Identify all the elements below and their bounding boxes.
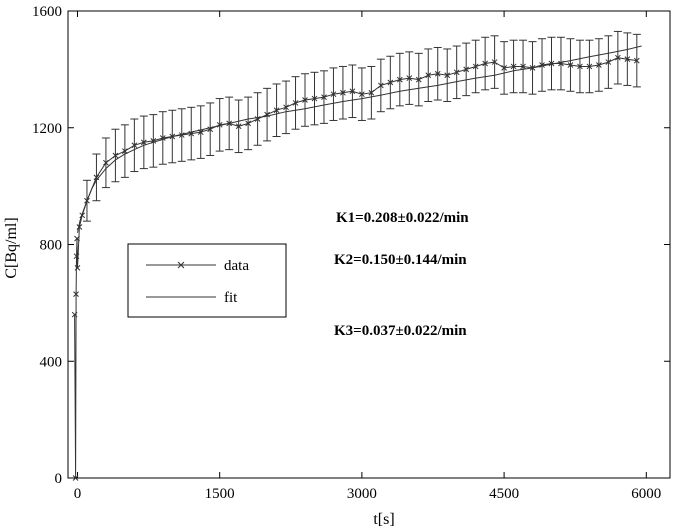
data-point [93, 174, 100, 181]
data-point [501, 65, 507, 71]
data-point [387, 79, 394, 86]
x-axis-title: t[s] [373, 511, 394, 528]
data-point [586, 63, 593, 70]
data-point [425, 72, 432, 79]
series-layer [71, 30, 642, 481]
data-point [406, 75, 413, 81]
series-fit [77, 45, 642, 233]
data-point [510, 63, 517, 70]
data-point [472, 63, 479, 70]
data-point [415, 76, 422, 83]
y-tick-label: 0 [55, 471, 63, 487]
data-point [73, 253, 80, 260]
data-point [624, 56, 631, 63]
data-point [292, 100, 299, 106]
data-point [444, 72, 451, 79]
x-tick-label: 1500 [205, 486, 235, 502]
data-point [633, 57, 640, 64]
data-point [112, 152, 119, 159]
axis-tick-labels: 0 1500 3000 4500 6000 0 400 800 1200 1600 [32, 4, 661, 502]
data-point [74, 264, 81, 271]
axis-ticks [68, 10, 670, 479]
data-point [235, 123, 242, 130]
data-point [73, 291, 79, 297]
data-point [615, 54, 621, 61]
data-point [302, 97, 308, 103]
annotation-k1: K1=0.208±0.022/min [336, 210, 469, 226]
y-tick-label: 1200 [32, 121, 62, 137]
data-point [396, 76, 403, 83]
x-tick-label: 3000 [347, 486, 377, 502]
data-point [577, 63, 583, 70]
data-point [368, 89, 375, 96]
data-point [605, 59, 612, 65]
y-axis-title: C[Bq/ml] [3, 217, 20, 278]
data-point [482, 60, 488, 67]
data-point [72, 475, 79, 481]
data-point [596, 62, 602, 68]
data-point [103, 159, 109, 166]
series-line-fit [77, 45, 642, 233]
legend-data-marker [177, 261, 185, 269]
annotation-k3: K3=0.037±0.022/min [334, 323, 467, 339]
x-tick-label: 6000 [631, 486, 661, 502]
data-point [283, 104, 289, 111]
data-point [453, 69, 460, 76]
data-point [377, 82, 384, 89]
data-point [131, 142, 138, 149]
data-point [548, 60, 555, 67]
legend-data-label: data [224, 258, 249, 274]
data-point [273, 107, 280, 114]
annotation-k2: K2=0.150±0.144/min [334, 252, 467, 268]
data-point [340, 89, 346, 96]
legend: data fit [127, 243, 287, 318]
data-point [491, 59, 498, 65]
data-point [463, 66, 470, 73]
data-point [76, 224, 83, 230]
y-tick-label: 800 [40, 238, 63, 254]
data-point [74, 235, 80, 242]
data-point [330, 91, 337, 98]
data-point [140, 139, 147, 146]
legend-fit-label: fit [224, 290, 238, 306]
data-point [520, 63, 526, 70]
data-point [349, 88, 356, 95]
data-point [321, 94, 327, 100]
data-point [359, 91, 365, 98]
legend-box [127, 243, 287, 318]
data-point [311, 95, 318, 102]
data-point [434, 70, 441, 77]
data-point [245, 120, 251, 127]
data-point [567, 62, 574, 68]
data-point [178, 132, 185, 138]
y-tick-label: 400 [40, 354, 63, 370]
data-point [71, 311, 78, 318]
x-tick-label: 4500 [489, 486, 519, 502]
x-tick-label: 0 [74, 486, 82, 502]
y-tick-label: 1600 [32, 4, 62, 20]
